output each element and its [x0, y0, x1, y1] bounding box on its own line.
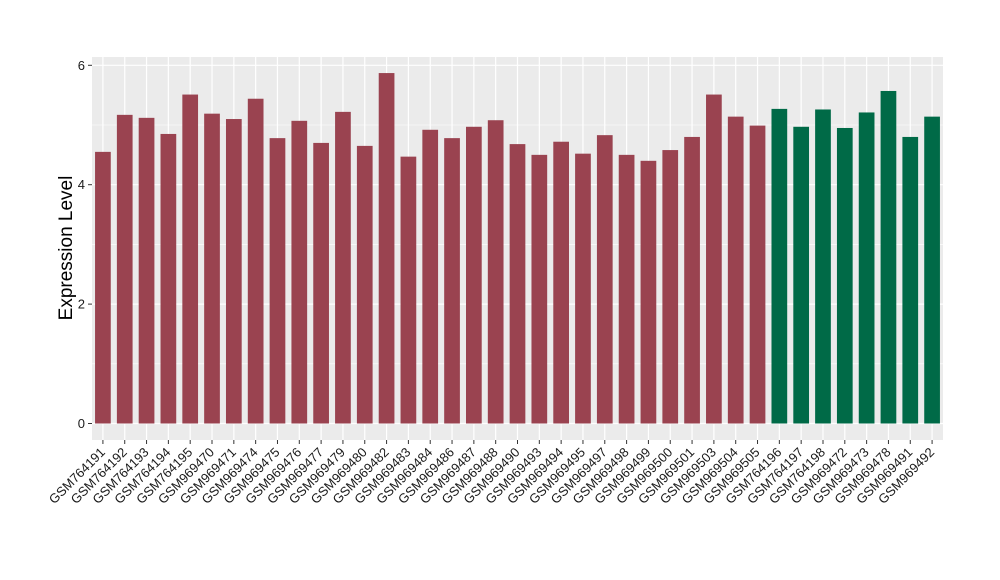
bars	[95, 73, 940, 424]
y-tick-label: 0	[78, 416, 85, 431]
bar-GSM969488	[487, 120, 504, 424]
bar-GSM969483	[400, 156, 417, 424]
bar-GSM764192	[116, 114, 133, 424]
bar-GSM969492	[924, 116, 940, 424]
bar-GSM969482	[378, 73, 395, 424]
bar-GSM969493	[531, 154, 548, 424]
bar-GSM969472	[836, 127, 853, 424]
bar-GSM969494	[553, 141, 569, 424]
bar-GSM969499	[640, 160, 657, 424]
bar-GSM969478	[880, 90, 897, 424]
y-axis-title: Expression Level	[56, 176, 77, 321]
bar-GSM969500	[662, 150, 679, 424]
bar-GSM969476	[291, 120, 308, 424]
y-axis: 0 2 4 6	[78, 58, 92, 431]
bar-GSM969495	[575, 153, 591, 424]
bar-GSM764197	[793, 126, 810, 424]
bar-GSM969477	[313, 142, 329, 424]
bar-GSM969487	[466, 126, 482, 424]
bar-GSM764195	[182, 94, 199, 424]
bar-GSM764198	[815, 109, 831, 424]
bar-GSM764196	[771, 108, 788, 424]
bar-GSM969486	[444, 138, 460, 424]
y-tick-label: 6	[78, 58, 85, 73]
y-tick-label: 4	[78, 177, 85, 192]
bar-GSM969503	[706, 94, 722, 424]
bar-GSM969497	[596, 135, 613, 424]
bar-GSM969470	[204, 113, 220, 424]
y-tick-label: 2	[78, 297, 85, 312]
bar-GSM969501	[684, 136, 700, 424]
x-axis: GSM764191GSM764192GSM764193GSM764194GSM7…	[46, 440, 937, 507]
bar-GSM969490	[509, 144, 526, 424]
bar-GSM764194	[160, 133, 177, 424]
bar-GSM969484	[422, 129, 439, 424]
bar-GSM764191	[95, 151, 111, 424]
bar-GSM764193	[138, 117, 155, 424]
bar-GSM969505	[749, 125, 766, 424]
bar-GSM969491	[902, 136, 919, 424]
bar-GSM969471	[225, 119, 242, 424]
bar-GSM969504	[727, 116, 744, 424]
bar-GSM969473	[858, 112, 875, 424]
bar-GSM969475	[269, 138, 286, 424]
bar-GSM969498	[618, 154, 635, 424]
bar-GSM969480	[356, 145, 373, 424]
bar-GSM969479	[335, 111, 351, 424]
bar-GSM969474	[247, 98, 264, 424]
